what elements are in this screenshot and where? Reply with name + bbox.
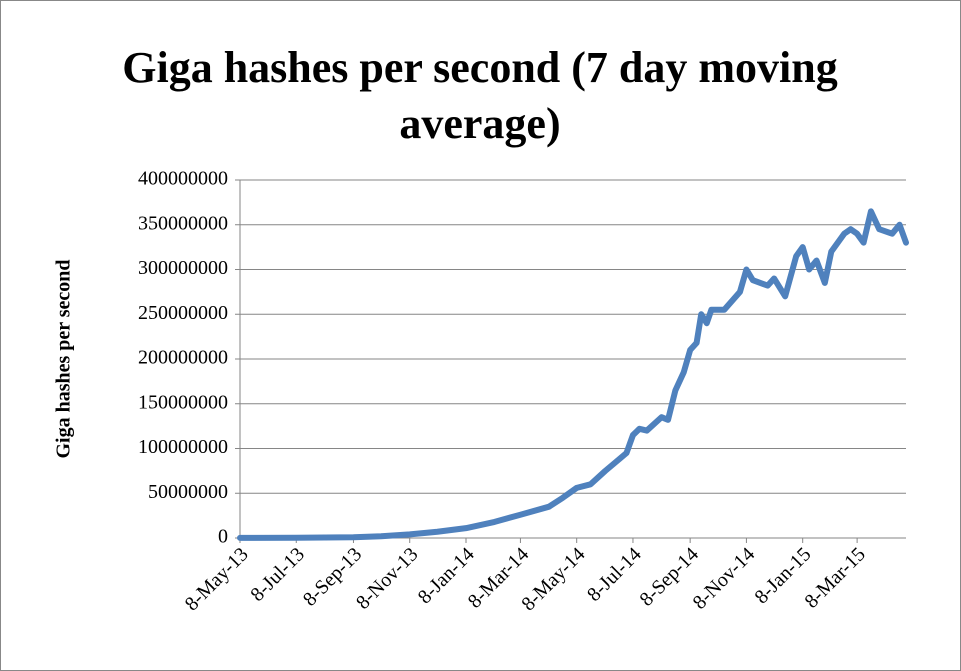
y-tick-label: 200000000 xyxy=(138,347,228,369)
y-tick-label: 250000000 xyxy=(138,302,228,324)
chart-title: Giga hashes per second (7 day moving ave… xyxy=(122,43,838,148)
y-tick-label: 100000000 xyxy=(138,436,228,458)
x-tick-label: 8-May-13 xyxy=(181,543,253,615)
y-tick-label: 350000000 xyxy=(138,212,228,234)
data-line xyxy=(237,208,909,541)
x-tick-label: 8-Mar-15 xyxy=(800,543,869,612)
x-tick-label: 8-Nov-13 xyxy=(352,543,423,614)
y-axis-label: Giga hashes per second xyxy=(53,259,75,458)
y-tick-label: 300000000 xyxy=(138,257,228,279)
y-tick-label: 400000000 xyxy=(138,168,228,190)
y-tick-label: 50000000 xyxy=(148,481,228,503)
y-tick-label: 150000000 xyxy=(138,391,228,413)
y-tick-label: 0 xyxy=(218,526,228,548)
x-tick-label: 8-Nov-14 xyxy=(689,543,760,614)
